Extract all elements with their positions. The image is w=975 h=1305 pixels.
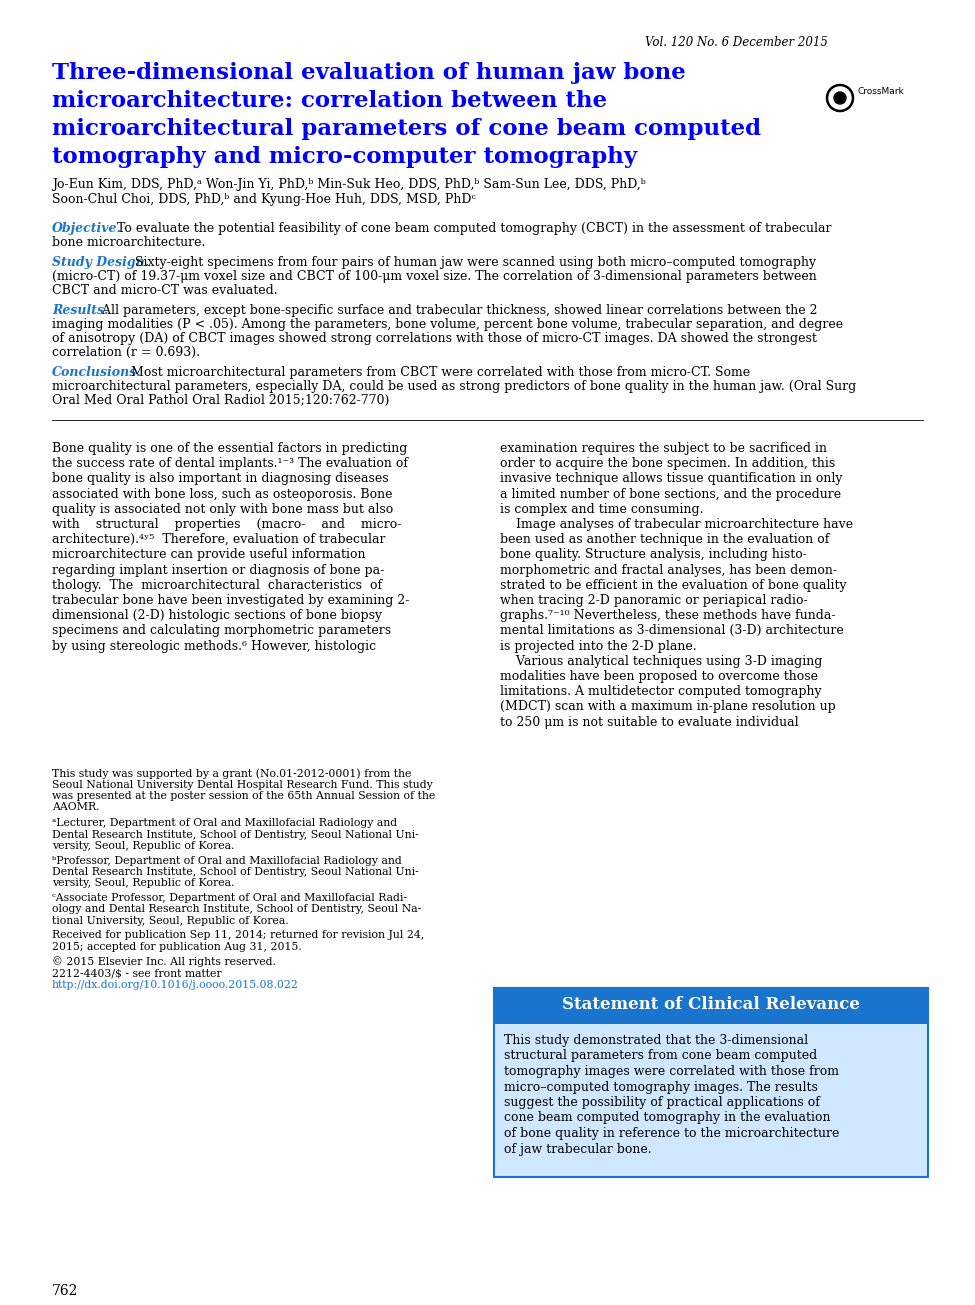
Text: Various analytical techniques using 3-D imaging: Various analytical techniques using 3-D … [500,655,822,668]
Text: Soon-Chul Choi, DDS, PhD,ᵇ and Kyung-Hoe Huh, DDS, MSD, PhDᶜ: Soon-Chul Choi, DDS, PhD,ᵇ and Kyung-Hoe… [52,193,476,206]
Text: ᵃLecturer, Department of Oral and Maxillofacial Radiology and: ᵃLecturer, Department of Oral and Maxill… [52,818,397,827]
Text: bone quality is also important in diagnosing diseases: bone quality is also important in diagno… [52,472,389,485]
Text: micro–computed tomography images. The results: micro–computed tomography images. The re… [504,1081,818,1094]
Text: Seoul National University Dental Hospital Research Fund. This study: Seoul National University Dental Hospita… [52,779,433,790]
Text: This study demonstrated that the 3-dimensional: This study demonstrated that the 3-dimen… [504,1034,808,1047]
Text: modalities have been proposed to overcome those: modalities have been proposed to overcom… [500,669,818,683]
Text: been used as another technique in the evaluation of: been used as another technique in the ev… [500,534,830,547]
Text: AAOMR.: AAOMR. [52,803,99,813]
Text: Received for publication Sep 11, 2014; returned for revision Jul 24,: Received for publication Sep 11, 2014; r… [52,930,424,941]
Text: of bone quality in reference to the microarchitecture: of bone quality in reference to the micr… [504,1128,839,1141]
Text: to 250 μm is not suitable to evaluate individual: to 250 μm is not suitable to evaluate in… [500,715,799,728]
Text: cone beam computed tomography in the evaluation: cone beam computed tomography in the eva… [504,1112,831,1125]
Text: ᵇProfessor, Department of Oral and Maxillofacial Radiology and: ᵇProfessor, Department of Oral and Maxil… [52,856,402,865]
Text: Most microarchitectural parameters from CBCT were correlated with those from mic: Most microarchitectural parameters from … [127,365,750,378]
Text: strated to be efficient in the evaluation of bone quality: strated to be efficient in the evaluatio… [500,579,846,591]
Text: tomography images were correlated with those from: tomography images were correlated with t… [504,1065,839,1078]
Text: thology.  The  microarchitectural  characteristics  of: thology. The microarchitectural characte… [52,579,382,591]
Text: of jaw trabecular bone.: of jaw trabecular bone. [504,1142,651,1155]
Circle shape [834,91,846,104]
Text: versity, Seoul, Republic of Korea.: versity, Seoul, Republic of Korea. [52,878,234,889]
Text: is complex and time consuming.: is complex and time consuming. [500,502,704,515]
Bar [494,988,928,1024]
Text: This study was supported by a grant (No.01-2012-0001) from the: This study was supported by a grant (No.… [52,769,411,779]
Bar [494,988,928,1177]
Text: microarchitecture can provide useful information: microarchitecture can provide useful inf… [52,548,366,561]
Text: All parameters, except bone-specific surface and trabecular thickness, showed li: All parameters, except bone-specific sur… [98,304,817,317]
Text: Study Design.: Study Design. [52,256,149,269]
Text: (MDCT) scan with a maximum in-plane resolution up: (MDCT) scan with a maximum in-plane reso… [500,701,836,714]
Text: Sixty-eight specimens from four pairs of human jaw were scanned using both micro: Sixty-eight specimens from four pairs of… [131,256,816,269]
Text: the success rate of dental implants.¹⁻³ The evaluation of: the success rate of dental implants.¹⁻³ … [52,457,408,470]
Text: Image analyses of trabecular microarchitecture have: Image analyses of trabecular microarchit… [500,518,853,531]
Text: quality is associated not only with bone mass but also: quality is associated not only with bone… [52,502,393,515]
Text: tomography and micro-computer tomography: tomography and micro-computer tomography [52,146,638,168]
Text: mental limitations as 3-dimensional (3-D) architecture: mental limitations as 3-dimensional (3-D… [500,624,843,637]
Text: morphometric and fractal analyses, has been demon-: morphometric and fractal analyses, has b… [500,564,837,577]
Text: imaging modalities (P < .05). Among the parameters, bone volume, percent bone vo: imaging modalities (P < .05). Among the … [52,318,843,331]
Text: correlation (r = 0.693).: correlation (r = 0.693). [52,346,200,359]
Text: by using stereologic methods.⁶ However, histologic: by using stereologic methods.⁶ However, … [52,639,376,652]
Text: 2212-4403/$ - see front matter: 2212-4403/$ - see front matter [52,968,221,977]
Text: bone quality. Structure analysis, including histo-: bone quality. Structure analysis, includ… [500,548,807,561]
Text: © 2015 Elsevier Inc. All rights reserved.: © 2015 Elsevier Inc. All rights reserved… [52,957,276,967]
Text: Dental Research Institute, School of Dentistry, Seoul National Uni-: Dental Research Institute, School of Den… [52,830,418,839]
Text: regarding implant insertion or diagnosis of bone pa-: regarding implant insertion or diagnosis… [52,564,384,577]
Text: examination requires the subject to be sacrificed in: examination requires the subject to be s… [500,442,827,455]
Text: dimensional (2-D) histologic sections of bone biopsy: dimensional (2-D) histologic sections of… [52,609,382,622]
Text: (micro-CT) of 19.37-μm voxel size and CBCT of 100-μm voxel size. The correlation: (micro-CT) of 19.37-μm voxel size and CB… [52,270,817,283]
Text: associated with bone loss, such as osteoporosis. Bone: associated with bone loss, such as osteo… [52,488,393,501]
Text: 2015; accepted for publication Aug 31, 2015.: 2015; accepted for publication Aug 31, 2… [52,942,301,953]
Text: specimens and calculating morphometric parameters: specimens and calculating morphometric p… [52,624,391,637]
Text: a limited number of bone sections, and the procedure: a limited number of bone sections, and t… [500,488,841,501]
Text: of anisotropy (DA) of CBCT images showed strong correlations with those of micro: of anisotropy (DA) of CBCT images showed… [52,331,817,345]
Text: ᶜAssociate Professor, Department of Oral and Maxillofacial Radi-: ᶜAssociate Professor, Department of Oral… [52,893,407,903]
Text: structural parameters from cone beam computed: structural parameters from cone beam com… [504,1049,817,1062]
Text: 762: 762 [52,1284,78,1298]
Text: Jo-Eun Kim, DDS, PhD,ᵃ Won-Jin Yi, PhD,ᵇ Min-Suk Heo, DDS, PhD,ᵇ Sam-Sun Lee, DD: Jo-Eun Kim, DDS, PhD,ᵃ Won-Jin Yi, PhD,ᵇ… [52,177,645,191]
Text: graphs.⁷⁻¹⁰ Nevertheless, these methods have funda-: graphs.⁷⁻¹⁰ Nevertheless, these methods … [500,609,836,622]
Text: http://dx.doi.org/10.1016/j.oooo.2015.08.022: http://dx.doi.org/10.1016/j.oooo.2015.08… [52,980,299,989]
Text: was presented at the poster session of the 65th Annual Session of the: was presented at the poster session of t… [52,791,435,801]
Text: suggest the possibility of practical applications of: suggest the possibility of practical app… [504,1096,820,1109]
Text: Three-dimensional evaluation of human jaw bone: Three-dimensional evaluation of human ja… [52,63,685,84]
Text: bone microarchitecture.: bone microarchitecture. [52,236,206,249]
Bar [494,1024,928,1177]
Text: microarchitectural parameters, especially DA, could be used as strong predictors: microarchitectural parameters, especiall… [52,380,856,393]
Text: trabecular bone have been investigated by examining 2-: trabecular bone have been investigated b… [52,594,410,607]
Text: Statement of Clinical Relevance: Statement of Clinical Relevance [562,996,860,1013]
Text: ology and Dental Research Institute, School of Dentistry, Seoul Na-: ology and Dental Research Institute, Sch… [52,904,421,915]
Text: CrossMark: CrossMark [858,87,905,97]
Text: Bone quality is one of the essential factors in predicting: Bone quality is one of the essential fac… [52,442,408,455]
Text: when tracing 2-D panoramic or periapical radio-: when tracing 2-D panoramic or periapical… [500,594,807,607]
Text: Oral Med Oral Pathol Oral Radiol 2015;120:762-770): Oral Med Oral Pathol Oral Radiol 2015;12… [52,394,389,407]
Text: architecture).⁴ʸ⁵  Therefore, evaluation of trabecular: architecture).⁴ʸ⁵ Therefore, evaluation … [52,534,385,547]
Text: invasive technique allows tissue quantification in only: invasive technique allows tissue quantif… [500,472,842,485]
Text: Objective.: Objective. [52,222,122,235]
Text: CBCT and micro-CT was evaluated.: CBCT and micro-CT was evaluated. [52,284,278,298]
Text: limitations. A multidetector computed tomography: limitations. A multidetector computed to… [500,685,822,698]
Text: is projected into the 2-D plane.: is projected into the 2-D plane. [500,639,696,652]
Text: with    structural    properties    (macro-    and    micro-: with structural properties (macro- and m… [52,518,402,531]
Text: microarchitectural parameters of cone beam computed: microarchitectural parameters of cone be… [52,117,761,140]
Text: versity, Seoul, Republic of Korea.: versity, Seoul, Republic of Korea. [52,840,234,851]
Text: Results.: Results. [52,304,108,317]
Text: Vol. 120 No. 6 December 2015: Vol. 120 No. 6 December 2015 [645,37,828,50]
Text: Conclusions.: Conclusions. [52,365,141,378]
Text: To evaluate the potential feasibility of cone beam computed tomography (CBCT) in: To evaluate the potential feasibility of… [113,222,832,235]
Text: order to acquire the bone specimen. In addition, this: order to acquire the bone specimen. In a… [500,457,836,470]
Text: tional University, Seoul, Republic of Korea.: tional University, Seoul, Republic of Ko… [52,916,289,927]
Text: Dental Research Institute, School of Dentistry, Seoul National Uni-: Dental Research Institute, School of Den… [52,867,418,877]
Text: microarchitecture: correlation between the: microarchitecture: correlation between t… [52,90,607,112]
